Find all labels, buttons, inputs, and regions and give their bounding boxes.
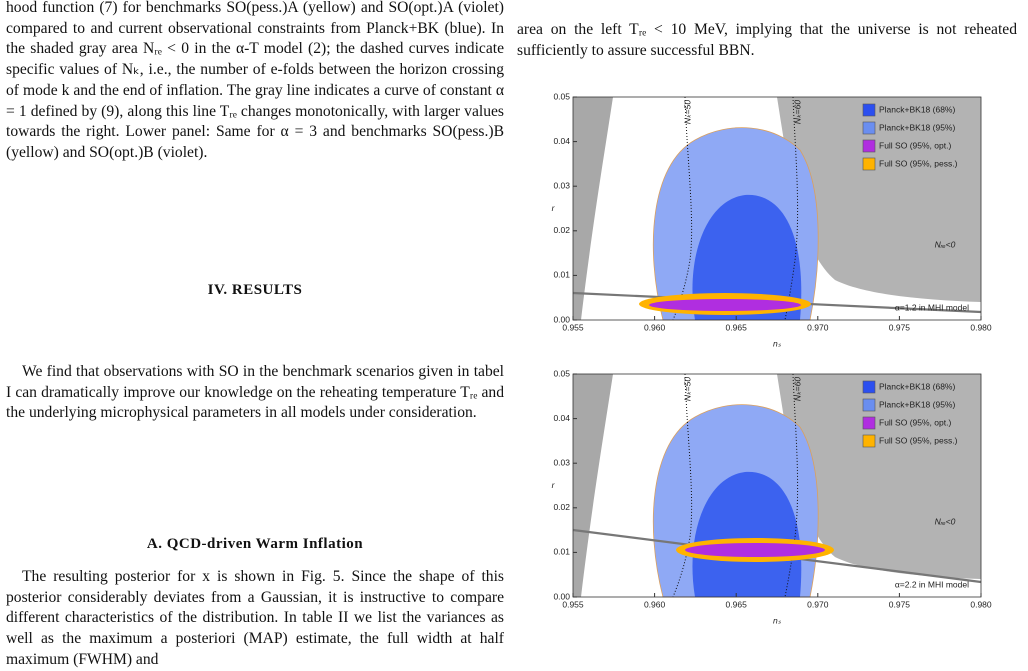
legend-swatch [862, 157, 876, 171]
y-axis-label: r [552, 203, 556, 213]
y-tick-label: 0.01 [553, 270, 570, 280]
legend-label: Planck+BK18 (68%) [879, 381, 955, 391]
legend-label: Planck+BK18 (95%) [879, 399, 955, 409]
y-tick-label: 0.04 [553, 413, 570, 423]
paragraph: We find that observations with SO in the… [6, 363, 504, 422]
y-tick-label: 0.04 [553, 136, 570, 146]
so-opt [685, 543, 825, 557]
gray-region [777, 374, 981, 579]
gray-region [573, 97, 613, 320]
x-tick-label: 0.955 [562, 322, 584, 332]
annotation: α=2.2 in MHI model [895, 579, 969, 589]
chart: 0.955 0.960 0.965 0.970 0.975 0.980 0.00 0.01 0.… [552, 368, 992, 625]
y-axis-label: r [552, 480, 556, 490]
y-tick-label: 0.00 [553, 314, 570, 324]
legend-swatch [862, 416, 876, 430]
legend-label: Planck+BK18 (68%) [879, 104, 955, 114]
plot-frame [572, 373, 982, 598]
annotation: Nₖ=50 [682, 377, 692, 401]
nk-curve [672, 373, 693, 598]
x-tick-label: 0.960 [644, 322, 666, 332]
legend-label: Full SO (95%, opt.) [879, 140, 951, 150]
legend-swatch [862, 380, 876, 394]
x-tick-label: 0.975 [889, 322, 911, 332]
contour-68 [692, 194, 802, 320]
y-tick-label: 0.03 [553, 180, 570, 190]
annotation: Nᵣₑ<0 [935, 239, 956, 249]
x-tick-label: 0.960 [644, 599, 666, 609]
x-tick-label: 0.975 [889, 599, 911, 609]
annotation: Nᵣₑ<0 [935, 516, 956, 526]
annotation: Nₖ=50 [682, 100, 692, 124]
paragraph: The resulting posterior for x is shown i… [6, 568, 504, 668]
annotation: α=1.2 in MHI model [895, 302, 969, 312]
x-tick-label: 0.970 [807, 599, 829, 609]
y-tick-label: 0.02 [553, 502, 570, 512]
gray-region [573, 374, 613, 597]
paragraph: area on the left Tᵣₑ < 10 MeV, implying … [517, 21, 1017, 59]
y-tick-label: 0.05 [553, 368, 570, 378]
y-tick-label: 0.05 [553, 91, 570, 101]
legend-label: Full SO (95%, pess.) [879, 158, 958, 168]
y-tick-label: 0.02 [553, 225, 570, 235]
legend-swatch [862, 434, 876, 448]
chart: 0.955 0.960 0.965 0.970 0.975 0.980 0.00 0.01 0.… [552, 91, 992, 348]
gray-region [777, 97, 981, 302]
subsection-heading: A. QCD-driven Warm Inflation [146, 536, 364, 552]
so-opt [649, 299, 801, 311]
contours [572, 96, 982, 321]
legend-swatch [862, 103, 876, 117]
contours [572, 373, 982, 598]
contour-68 [692, 471, 802, 597]
x-tick-label: 0.980 [970, 599, 992, 609]
x-tick-label: 0.955 [562, 599, 584, 609]
legend-label: Full SO (95%, opt.) [879, 417, 951, 427]
legend-label: Full SO (95%, pess.) [879, 435, 958, 445]
legend-swatch [862, 398, 876, 412]
x-tick-label: 0.980 [970, 322, 992, 332]
figure-caption: hood function (7) for benchmarks SO(pess… [6, 0, 504, 161]
x-tick-label: 0.970 [807, 322, 829, 332]
annotation: Nₖ=60 [792, 377, 802, 401]
section-heading: IV. RESULTS [207, 282, 303, 298]
annotation: Nₖ=60 [792, 100, 802, 124]
legend-label: Planck+BK18 (95%) [879, 122, 955, 132]
y-tick-label: 0.01 [553, 547, 570, 557]
x-axis-label: nₛ [773, 338, 782, 348]
x-tick-label: 0.965 [726, 322, 748, 332]
y-tick-label: 0.00 [553, 591, 570, 601]
plot-frame [572, 96, 982, 321]
y-tick-label: 0.03 [553, 457, 570, 467]
legend-swatch [862, 121, 876, 135]
x-tick-label: 0.965 [726, 599, 748, 609]
x-axis-label: nₛ [773, 615, 782, 625]
nk-curve [784, 373, 799, 598]
legend-swatch [862, 139, 876, 153]
